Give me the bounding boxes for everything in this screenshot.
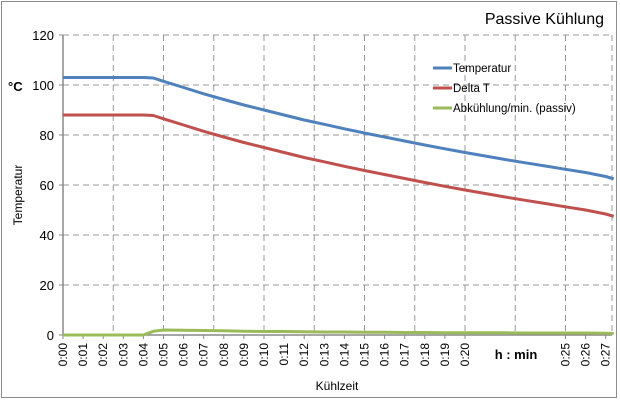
x-tick-label: 0:01 <box>76 343 90 367</box>
x-tick-label: 0:25 <box>559 343 573 367</box>
x-tick-label: 0:03 <box>116 343 130 367</box>
x-unit-label: h : min <box>495 347 538 362</box>
chart-title: Passive Kühlung <box>485 11 604 28</box>
x-tick-label: 0:08 <box>217 343 231 367</box>
x-tick-label: 0:20 <box>458 343 472 367</box>
x-tick-label: 0:09 <box>237 343 251 367</box>
x-tick-label: 0:15 <box>358 343 372 367</box>
y-tick-label: 100 <box>32 78 54 93</box>
x-tick-label: 0:11 <box>277 343 291 366</box>
legend-label: Delta T <box>453 83 490 95</box>
x-tick-label: 0:10 <box>257 343 271 367</box>
y-tick-label: 40 <box>40 228 54 243</box>
y-tick-label: 120 <box>32 28 54 43</box>
series-line-1 <box>63 113 615 218</box>
x-tick-label: 0:07 <box>197 343 211 367</box>
y-tick-label: 80 <box>40 128 54 143</box>
x-tick-label: 0:16 <box>378 343 392 367</box>
x-tick-label: 0:17 <box>398 343 412 367</box>
x-tick-label: 0:02 <box>96 343 110 367</box>
y-unit-label: °C <box>8 79 23 94</box>
x-tick-label: 0:27 <box>599 343 613 367</box>
x-axis-label: Kühlzeit <box>316 379 359 393</box>
series-line-2 <box>63 328 614 337</box>
x-tick-label: 0:14 <box>337 343 351 367</box>
y-tick-label: 20 <box>40 278 54 293</box>
x-tick-label: 0:18 <box>418 343 432 367</box>
x-tick-label: 0:05 <box>157 343 171 367</box>
x-tick-label: 0:26 <box>579 343 593 367</box>
x-tick-label: 0:04 <box>136 343 150 367</box>
x-tick-label: 0:06 <box>177 343 191 367</box>
x-tick-label: 0:12 <box>297 343 311 367</box>
y-axis-label: Temperatur <box>11 165 25 226</box>
legend-label: Temperatur <box>453 63 511 75</box>
y-tick-label: 60 <box>40 178 54 193</box>
x-tick-label: 0:19 <box>438 343 452 367</box>
x-tick-label: 0:13 <box>317 343 331 367</box>
series-line-0 <box>63 76 615 181</box>
y-tick-label: 0 <box>47 328 54 343</box>
legend-label: Abkühlung/min. (passiv) <box>453 103 576 115</box>
x-tick-label: 0:00 <box>56 343 70 367</box>
